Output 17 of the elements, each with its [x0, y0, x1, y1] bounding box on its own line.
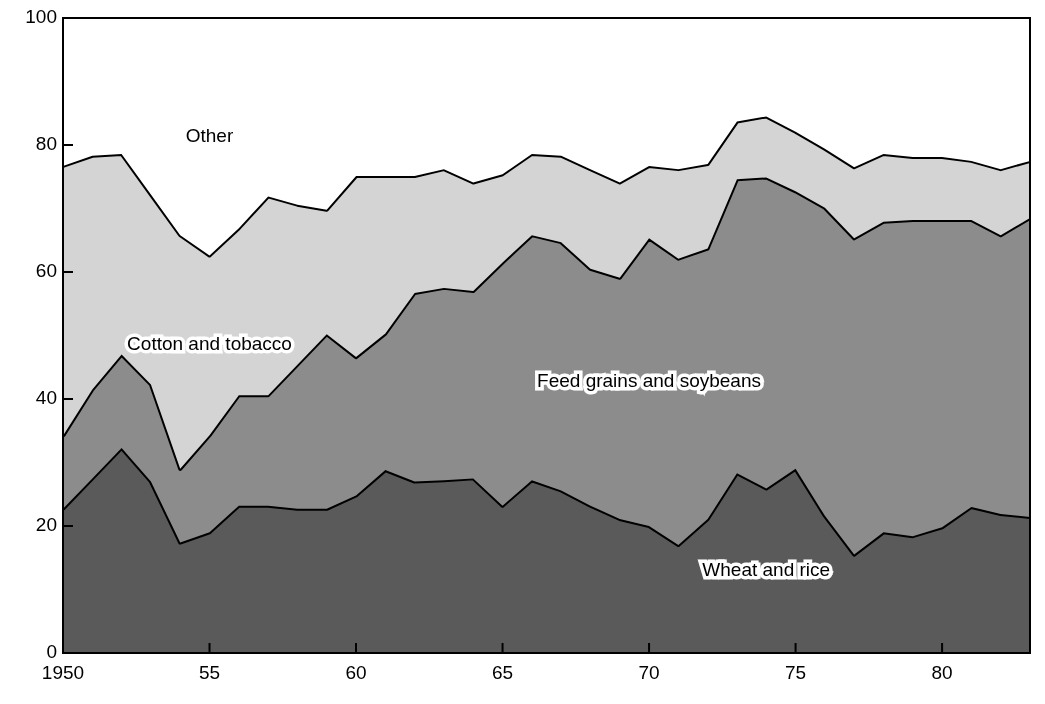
series-label: Feed grains and soybeans: [537, 370, 762, 392]
y-tick-label: 0: [46, 641, 57, 663]
y-tick-label: 100: [25, 6, 57, 28]
x-tick-label: 1950: [41, 662, 85, 683]
y-tick-label: 40: [35, 387, 57, 409]
x-tick-label: 70: [638, 662, 660, 683]
x-tick-label: 55: [198, 662, 221, 683]
series-label: Other: [185, 124, 234, 146]
x-tick-label: 75: [785, 662, 807, 683]
x-tick-label: 65: [491, 662, 514, 683]
y-tick-label: 20: [35, 514, 57, 536]
series-label: Wheat and rice: [702, 558, 831, 580]
y-tick-label: 60: [35, 260, 57, 282]
y-tick-label: 80: [35, 133, 57, 155]
series-label: Cotton and tobacco: [127, 333, 292, 355]
x-tick-label: 60: [345, 662, 367, 683]
x-tick-label: 80: [931, 662, 953, 683]
